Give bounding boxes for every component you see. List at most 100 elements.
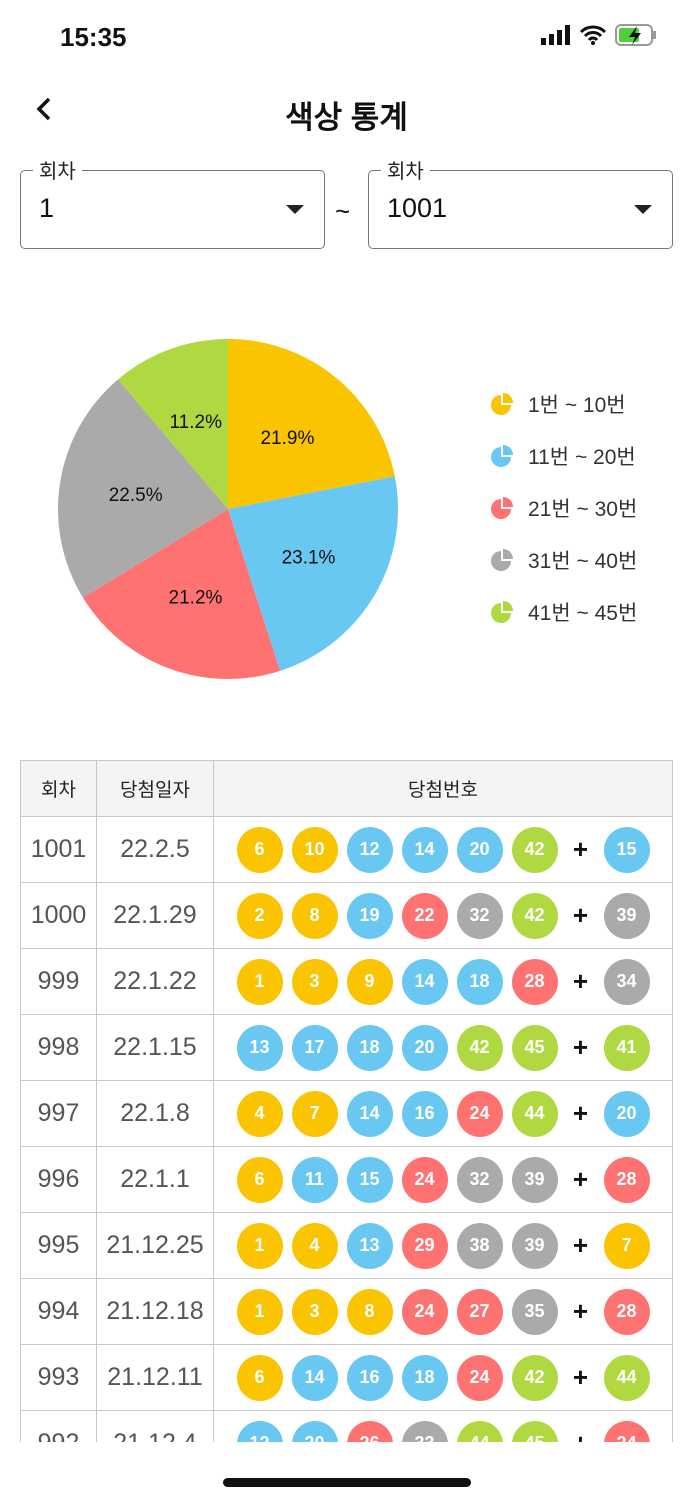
number-ball: 6	[236, 826, 283, 873]
pie-chart-icon	[491, 393, 513, 415]
number-ball: 27	[456, 1288, 503, 1335]
number-ball: 32	[456, 1156, 503, 1203]
legend-item: 41번 ~ 45번	[490, 586, 637, 638]
plus-sign: +	[572, 834, 589, 864]
legend-label: 31번 ~ 40번	[528, 550, 638, 573]
dropdown-arrow-icon	[634, 205, 652, 214]
number-ball: 4	[291, 1222, 338, 1269]
chevron-left-icon	[36, 97, 51, 121]
number-ball: 3	[291, 1288, 338, 1335]
round-cell: 997	[20, 1080, 97, 1147]
number-ball: 42	[456, 1024, 503, 1071]
number-ball: 19	[346, 892, 393, 939]
plus-sign: +	[572, 1032, 589, 1062]
pie-slice-label: 23.1%	[282, 548, 336, 569]
number-ball: 18	[346, 1024, 393, 1071]
number-ball: 39	[511, 1156, 558, 1203]
number-ball: 9	[346, 958, 393, 1005]
round-cell: 996	[20, 1146, 97, 1213]
number-ball: 42	[511, 826, 558, 873]
bonus-ball: 39	[603, 892, 650, 939]
number-ball: 2	[236, 892, 283, 939]
plus-sign: +	[572, 1362, 589, 1392]
round-from-select[interactable]: 회차 1	[20, 155, 325, 249]
round-cell: 1001	[20, 816, 97, 883]
date-cell: 21.12.18	[96, 1278, 214, 1345]
pie-slice-label: 22.5%	[109, 485, 163, 506]
plus-sign: +	[572, 966, 589, 996]
date-cell: 22.1.22	[96, 948, 214, 1015]
number-ball: 28	[511, 958, 558, 1005]
plus-sign: +	[572, 1098, 589, 1128]
number-ball: 45	[511, 1024, 558, 1071]
bonus-ball: 20	[603, 1090, 650, 1137]
number-ball: 4	[236, 1090, 283, 1137]
date-cell: 22.1.8	[96, 1080, 214, 1147]
table-row: 996 22.1.1 6 11 15 24 32 39 +28	[20, 1146, 673, 1213]
number-ball: 3	[291, 958, 338, 1005]
pie-chart: 21.9% 23.1% 21.2% 22.5% 11.2%	[57, 339, 398, 679]
table-row: 1000 22.1.29 2 8 19 22 32 42 +39	[20, 882, 673, 949]
date-cell: 21.12.11	[96, 1344, 214, 1411]
round-cell: 999	[20, 948, 97, 1015]
date-cell: 21.12.25	[96, 1212, 214, 1279]
table-row: 997 22.1.8 4 7 14 16 24 44 +20	[20, 1080, 673, 1147]
number-ball: 35	[511, 1288, 558, 1335]
number-ball: 11	[291, 1156, 338, 1203]
number-ball: 16	[401, 1090, 448, 1137]
date-cell: 22.2.5	[96, 816, 214, 883]
number-ball: 32	[456, 892, 503, 939]
numbers-cell: 1 3 8 24 27 35 +28	[213, 1278, 673, 1345]
page-title: 색상 통계	[285, 100, 408, 135]
numbers-cell: 6 10 12 14 20 42 +15	[213, 816, 673, 883]
round-from-value: 1	[39, 193, 55, 223]
pie-slice-label: 21.9%	[260, 428, 314, 449]
number-ball: 1	[236, 1288, 283, 1335]
bonus-ball: 15	[603, 826, 650, 873]
number-ball: 14	[346, 1090, 393, 1137]
home-indicator[interactable]	[223, 1478, 471, 1487]
number-ball: 42	[511, 1354, 558, 1401]
pie-slice	[117, 339, 228, 509]
legend-item: 21번 ~ 30번	[490, 482, 637, 534]
number-ball: 24	[401, 1288, 448, 1335]
bonus-ball: 28	[603, 1288, 650, 1335]
number-ball: 39	[511, 1222, 558, 1269]
round-to-select[interactable]: 회차 1001	[368, 155, 673, 249]
number-ball: 16	[346, 1354, 393, 1401]
number-ball: 14	[291, 1354, 338, 1401]
number-ball: 22	[401, 892, 448, 939]
signal-icon	[541, 25, 570, 45]
table-row: 1001 22.2.5 6 10 12 14 20 42 +15	[20, 816, 673, 883]
numbers-cell: 13 17 18 20 42 45 +41	[213, 1014, 673, 1081]
number-ball: 7	[291, 1090, 338, 1137]
number-ball: 14	[401, 958, 448, 1005]
numbers-cell: 1 4 13 29 38 39 +7	[213, 1212, 673, 1279]
chart-legend: 1번 ~ 10번 11번 ~ 20번 21번 ~ 30번 31번 ~ 40번 41번 ~…	[490, 378, 637, 638]
wifi-icon	[579, 25, 607, 45]
back-button[interactable]	[34, 94, 54, 133]
number-ball: 13	[346, 1222, 393, 1269]
bonus-ball: 28	[603, 1156, 650, 1203]
legend-label: 21번 ~ 30번	[528, 498, 638, 521]
results-table: 회차 당첨일자 당첨번호 1001 22.2.5 6 10 12 14 20 42 +15 100…	[20, 760, 673, 1477]
legend-label: 1번 ~ 10번	[528, 394, 626, 417]
header-numbers: 당첨번호	[213, 760, 673, 817]
round-to-value: 1001	[387, 193, 448, 223]
number-ball: 17	[291, 1024, 338, 1071]
bonus-ball: 34	[603, 958, 650, 1005]
number-ball: 8	[291, 892, 338, 939]
pie-slice	[82, 509, 281, 679]
dropdown-arrow-icon	[286, 205, 304, 214]
pie-chart-icon	[491, 601, 513, 623]
table-row: 995 21.12.25 1 4 13 29 38 39 +7	[20, 1212, 673, 1279]
table-row: 993 21.12.11 6 14 16 18 24 42 +44	[20, 1344, 673, 1411]
plus-sign: +	[572, 1296, 589, 1326]
round-cell: 995	[20, 1212, 97, 1279]
number-ball: 42	[511, 892, 558, 939]
legend-item: 11번 ~ 20번	[490, 430, 637, 482]
round-cell: 993	[20, 1344, 97, 1411]
number-ball: 18	[456, 958, 503, 1005]
round-cell: 1000	[20, 882, 97, 949]
round-to-label: 회차	[381, 155, 430, 184]
